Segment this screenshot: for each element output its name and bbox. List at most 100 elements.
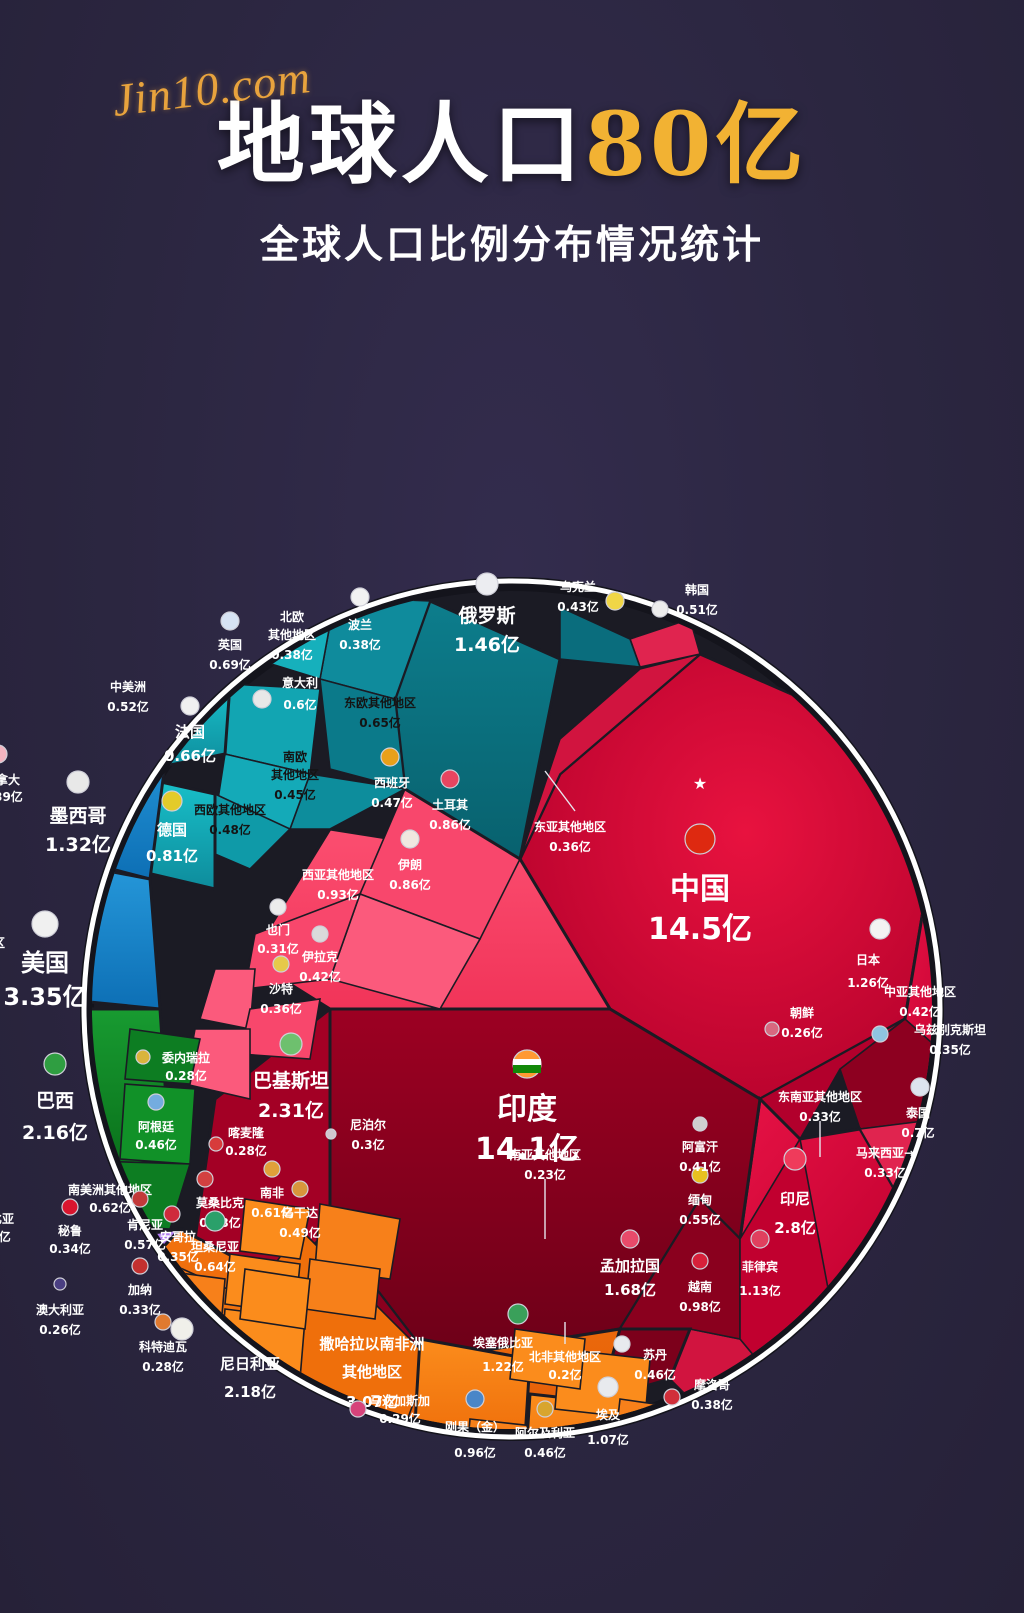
svg-text:澳大利亚: 澳大利亚 bbox=[36, 1302, 84, 1317]
svg-text:0.38亿: 0.38亿 bbox=[691, 1397, 733, 1412]
label-caribbean: 加勒比地区 0.44亿 bbox=[0, 935, 5, 950]
label-nepal: 尼泊尔 0.3亿 bbox=[350, 1117, 386, 1152]
svg-text:韩国: 韩国 bbox=[685, 582, 709, 597]
label-vietnam: 越南 0.98亿 bbox=[679, 1279, 721, 1314]
svg-text:西亚其他地区: 西亚其他地区 bbox=[302, 867, 374, 882]
svg-text:0.33亿: 0.33亿 bbox=[864, 1165, 906, 1180]
svg-text:0.33亿: 0.33亿 bbox=[119, 1302, 161, 1317]
svg-text:加勒比地区: 加勒比地区 bbox=[0, 935, 5, 950]
label-saudi: 沙特 0.36亿 bbox=[260, 981, 302, 1016]
svg-text:喀麦隆: 喀麦隆 bbox=[228, 1125, 265, 1140]
cell-ivorycoast[interactable] bbox=[144, 1393, 231, 1454]
label-brazil: 巴西 2.16亿 bbox=[22, 1090, 88, 1144]
svg-text:南非: 南非 bbox=[260, 1185, 284, 1200]
svg-text:0.52亿: 0.52亿 bbox=[0, 1229, 11, 1244]
svg-text:0.52亿: 0.52亿 bbox=[107, 699, 149, 714]
svg-text:墨西哥: 墨西哥 bbox=[49, 805, 106, 827]
svg-text:0.57亿: 0.57亿 bbox=[124, 1237, 166, 1252]
cell-southafrica[interactable] bbox=[314, 1203, 401, 1281]
flag-vietnam bbox=[691, 1252, 709, 1270]
svg-text:东欧其他地区: 东欧其他地区 bbox=[344, 695, 416, 710]
svg-text:科特迪瓦: 科特迪瓦 bbox=[139, 1339, 187, 1354]
flag-turkey bbox=[440, 769, 460, 789]
svg-text:东南亚其他地区: 东南亚其他地区 bbox=[778, 1089, 862, 1104]
population-voronoi-chart: ★ 中国 14.5亿 印度 14.1亿 美国 3.35亿 墨西哥 1.32亿 加… bbox=[0, 539, 1024, 1499]
label-indonesia: 印尼 2.8亿 bbox=[774, 1190, 816, 1237]
svg-text:14.5亿: 14.5亿 bbox=[648, 912, 752, 947]
svg-text:巴西: 巴西 bbox=[36, 1090, 74, 1112]
svg-text:1.13亿: 1.13亿 bbox=[739, 1283, 781, 1298]
label-venezuela: 委内瑞拉 0.28亿 bbox=[161, 1050, 210, 1083]
cell-ukraine[interactable] bbox=[559, 605, 642, 669]
label-canada: 加拿大 0.39亿 bbox=[0, 772, 23, 804]
cell-bangladesh-region[interactable] bbox=[618, 1197, 741, 1341]
label-thailand: 泰国 0.7亿 bbox=[901, 1105, 934, 1140]
label-spain: 西班牙 0.47亿 bbox=[371, 775, 413, 810]
flag-china bbox=[684, 823, 716, 855]
cell-angola[interactable] bbox=[239, 1268, 311, 1331]
flag-ethiopia bbox=[507, 1303, 529, 1325]
cell-uganda[interactable] bbox=[304, 1258, 381, 1321]
svg-text:美国: 美国 bbox=[21, 949, 69, 977]
label-mexico: 墨西哥 1.32亿 bbox=[45, 805, 111, 856]
label-afghanistan: 阿富汗 0.41亿 bbox=[679, 1139, 721, 1174]
svg-text:南欧: 南欧 bbox=[283, 749, 307, 764]
svg-text:0.66亿: 0.66亿 bbox=[164, 747, 216, 765]
cell-cameroon[interactable] bbox=[239, 1198, 311, 1261]
svg-text:缅甸: 缅甸 bbox=[688, 1192, 712, 1207]
svg-text:德国: 德国 bbox=[157, 821, 187, 839]
label-argentina: 阿根廷 0.46亿 bbox=[135, 1119, 177, 1152]
svg-text:土耳其: 土耳其 bbox=[432, 797, 468, 812]
svg-text:0.43亿: 0.43亿 bbox=[557, 599, 599, 614]
cell-venezuela[interactable] bbox=[124, 1028, 201, 1086]
svg-text:加纳: 加纳 bbox=[127, 1282, 152, 1297]
svg-text:南亚其他地区: 南亚其他地区 bbox=[509, 1147, 581, 1162]
svg-text:刚果（金）: 刚果（金） bbox=[445, 1419, 505, 1434]
label-eeu-other: 东欧其他地区 0.65亿 bbox=[344, 695, 416, 730]
svg-text:安哥拉: 安哥拉 bbox=[160, 1229, 196, 1244]
flag-russia bbox=[475, 572, 499, 596]
svg-text:尼日利亚: 尼日利亚 bbox=[220, 1355, 280, 1373]
svg-text:阿尔及利亚: 阿尔及利亚 bbox=[515, 1425, 575, 1440]
flag-drc bbox=[465, 1389, 485, 1409]
chart-svg: ★ 中国 14.5亿 印度 14.1亿 美国 3.35亿 墨西哥 1.32亿 加… bbox=[0, 572, 986, 1474]
flag-tanzania bbox=[204, 1210, 226, 1232]
svg-text:阿根廷: 阿根廷 bbox=[138, 1119, 175, 1134]
svg-text:0.96亿: 0.96亿 bbox=[454, 1445, 496, 1460]
cell-easia-other[interactable] bbox=[519, 653, 701, 860]
label-ukraine: 乌克兰 0.43亿 bbox=[557, 579, 599, 614]
label-india: 印度 14.1亿 bbox=[475, 1092, 579, 1167]
svg-text:0.23亿: 0.23亿 bbox=[524, 1167, 566, 1182]
flag-kenya bbox=[131, 1190, 149, 1208]
flag-star-china: ★ bbox=[693, 774, 707, 793]
svg-text:0.81亿: 0.81亿 bbox=[146, 847, 198, 865]
label-ethiopia: 埃塞俄比亚 1.22亿 bbox=[473, 1335, 533, 1374]
svg-text:0.31亿: 0.31亿 bbox=[257, 941, 299, 956]
svg-text:沙特: 沙特 bbox=[269, 981, 293, 996]
svg-text:0.33亿: 0.33亿 bbox=[799, 1109, 841, 1124]
flag-mozambique bbox=[196, 1170, 214, 1188]
svg-text:中美洲: 中美洲 bbox=[110, 679, 146, 694]
label-skorea: 韩国 0.51亿 bbox=[676, 582, 718, 617]
cell-ethiopia[interactable] bbox=[413, 1337, 532, 1439]
label-sasia-other: 南亚其他地区 0.23亿 bbox=[509, 1147, 581, 1182]
svg-text:0.86亿: 0.86亿 bbox=[389, 877, 431, 892]
chart-labels: ★ 中国 14.5亿 印度 14.1亿 美国 3.35亿 墨西哥 1.32亿 加… bbox=[0, 572, 986, 1460]
label-uganda: 乌干达 0.49亿 bbox=[279, 1205, 321, 1240]
svg-text:秘鲁: 秘鲁 bbox=[58, 1223, 82, 1238]
svg-text:1.22亿: 1.22亿 bbox=[482, 1359, 524, 1374]
label-sudan: 苏丹 0.46亿 bbox=[634, 1347, 676, 1382]
flag-algeria bbox=[536, 1400, 554, 1418]
svg-text:2.16亿: 2.16亿 bbox=[22, 1121, 88, 1144]
title-number: 80亿 bbox=[584, 92, 808, 196]
svg-text:西欧其他地区: 西欧其他地区 bbox=[194, 802, 266, 817]
label-pakistan: 巴基斯坦 2.31亿 bbox=[253, 1069, 329, 1122]
flag-indonesia bbox=[783, 1147, 807, 1171]
cell-nafrica-other[interactable] bbox=[509, 1328, 586, 1391]
label-iran: 伊朗 0.86亿 bbox=[389, 857, 431, 892]
svg-text:0.36亿: 0.36亿 bbox=[549, 839, 591, 854]
label-casia-other: 中亚其他地区 0.42亿 bbox=[884, 984, 956, 1019]
flag-usa bbox=[31, 910, 59, 938]
svg-text:尼泊尔: 尼泊尔 bbox=[350, 1117, 386, 1132]
cell-madagascar[interactable] bbox=[234, 1418, 331, 1474]
